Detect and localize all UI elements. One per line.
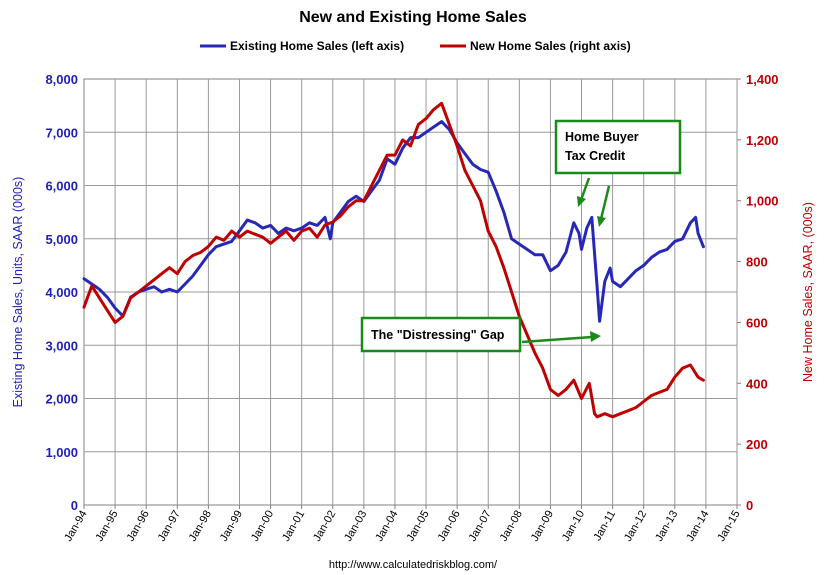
arrow-tax-credit-2 bbox=[599, 185, 611, 220]
x-tick-label: Jan-04 bbox=[373, 509, 400, 544]
arrowhead-tax-credit-2 bbox=[597, 216, 606, 227]
x-tick-label: Jan-00 bbox=[249, 509, 276, 544]
annotation-tax-credit: Home Buyer Tax Credit bbox=[554, 119, 682, 227]
x-tick-label: Jan-15 bbox=[715, 509, 742, 544]
annotations: Home Buyer Tax Credit The "Distressing" … bbox=[360, 119, 682, 353]
x-tick-label: Jan-12 bbox=[622, 509, 649, 544]
right-tick-label: 400 bbox=[746, 376, 768, 391]
legend-label-existing: Existing Home Sales (left axis) bbox=[230, 39, 404, 53]
right-axis-ticks: 0 200 400 600 800 1,000 1,200 1,400 bbox=[737, 72, 779, 513]
x-tick-label: Jan-10 bbox=[560, 509, 587, 544]
right-tick-label: 0 bbox=[746, 498, 753, 513]
x-tick-label: Jan-96 bbox=[125, 509, 152, 544]
x-tick-label: Jan-07 bbox=[467, 509, 494, 544]
left-tick-label: 2,000 bbox=[45, 392, 78, 407]
x-tick-label: Jan-13 bbox=[653, 509, 680, 544]
source-url: http://www.calculatedriskblog.com/ bbox=[329, 559, 498, 571]
legend: Existing Home Sales (left axis) New Home… bbox=[200, 39, 631, 53]
x-tick-label: Jan-99 bbox=[218, 509, 245, 544]
annotation-gap-text: The "Distressing" Gap bbox=[371, 328, 505, 342]
left-tick-label: 3,000 bbox=[45, 338, 78, 353]
arrow-tax-credit-1 bbox=[579, 177, 591, 201]
x-tick-label: Jan-95 bbox=[93, 509, 120, 544]
right-tick-label: 800 bbox=[746, 255, 768, 270]
x-tick-label: Jan-08 bbox=[498, 509, 525, 544]
arrow-gap bbox=[521, 335, 593, 344]
series-line-existing bbox=[82, 120, 705, 323]
series-lines bbox=[82, 101, 705, 419]
annotation-tax-credit-line2: Tax Credit bbox=[565, 149, 626, 163]
x-axis-ticks: Jan-94 Jan-95 Jan-96 Jan-97 Jan-98 Jan-99 Jan-… bbox=[62, 505, 743, 544]
annotation-distressing-gap: The "Distressing" Gap bbox=[360, 316, 601, 353]
x-tick-label: Jan-11 bbox=[591, 509, 618, 543]
x-tick-label: Jan-98 bbox=[187, 509, 214, 544]
legend-label-new: New Home Sales (right axis) bbox=[470, 39, 631, 53]
x-tick-label: Jan-09 bbox=[529, 509, 556, 544]
right-tick-label: 1,000 bbox=[746, 194, 779, 209]
right-tick-label: 1,200 bbox=[746, 133, 779, 148]
right-tick-label: 200 bbox=[746, 437, 768, 452]
arrowhead-tax-credit-1 bbox=[577, 196, 586, 207]
chart-title: New and Existing Home Sales bbox=[299, 9, 527, 26]
x-tick-label: Jan-97 bbox=[156, 509, 183, 544]
x-tick-label: Jan-02 bbox=[311, 509, 338, 544]
left-axis-label: Existing Home Sales, Units, SAAR (000s) bbox=[11, 177, 25, 408]
x-tick-label: Jan-06 bbox=[436, 509, 463, 544]
x-tick-label: Jan-05 bbox=[404, 509, 431, 544]
right-tick-label: 1,400 bbox=[746, 72, 779, 87]
x-tick-label: Jan-01 bbox=[280, 509, 307, 544]
left-tick-label: 0 bbox=[71, 498, 78, 513]
left-tick-label: 4,000 bbox=[45, 285, 78, 300]
right-tick-label: 600 bbox=[746, 315, 768, 330]
right-axis-label: New Home Sales, SAAR, (000s) bbox=[801, 202, 815, 382]
left-tick-label: 6,000 bbox=[45, 179, 78, 194]
left-tick-label: 8,000 bbox=[45, 72, 78, 87]
left-tick-label: 7,000 bbox=[45, 125, 78, 140]
left-tick-label: 1,000 bbox=[45, 445, 78, 460]
x-tick-label: Jan-94 bbox=[62, 509, 89, 544]
annotation-tax-credit-line1: Home Buyer bbox=[565, 130, 639, 144]
x-tick-label: Jan-14 bbox=[684, 509, 711, 544]
arrowhead-gap bbox=[590, 331, 601, 342]
left-tick-label: 5,000 bbox=[45, 232, 78, 247]
series-line-new bbox=[82, 101, 705, 419]
left-axis-ticks: 0 1,000 2,000 3,000 4,000 5,000 6,000 7,000 8,00… bbox=[45, 72, 78, 513]
x-tick-label: Jan-03 bbox=[342, 509, 369, 544]
